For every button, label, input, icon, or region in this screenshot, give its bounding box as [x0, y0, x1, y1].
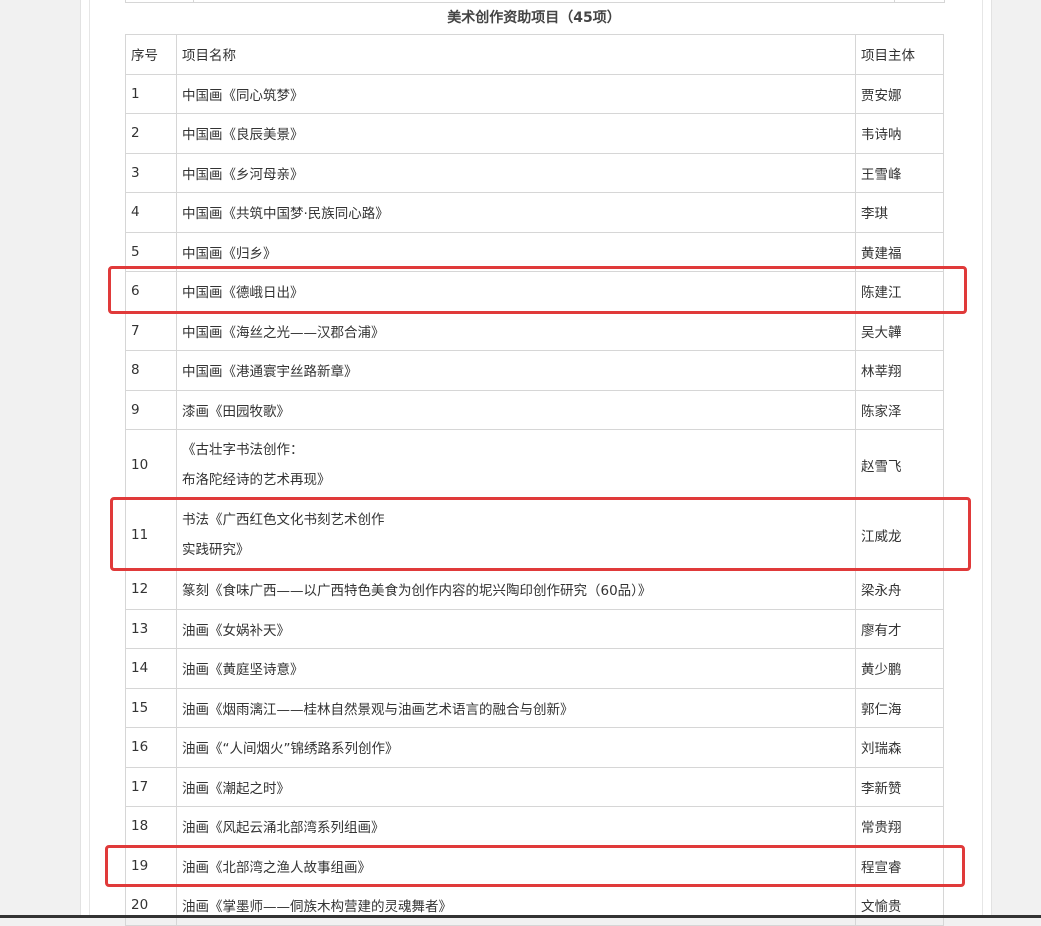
table-row: 7 中国画《海丝之光——汉郡合浦》 吴大韡 [125, 310, 944, 351]
table-row: 13 油画《女娲补天》 廖有才 [125, 608, 944, 649]
project-owner: 梁永舟 [855, 569, 944, 610]
row-number: 12 [125, 569, 177, 610]
row-number: 14 [125, 648, 177, 689]
row-number: 10 [125, 429, 177, 500]
project-name: 中国画《海丝之光——汉郡合浦》 [176, 310, 856, 351]
row-number: 7 [125, 310, 177, 351]
project-name-line: 布洛陀经诗的艺术再现》 [182, 471, 331, 488]
table-row: 9 漆画《田园牧歌》 陈家泽 [125, 389, 944, 430]
project-name: 油画《烟雨漓江——桂林自然景观与油画艺术语言的融合与创新》 [176, 687, 856, 728]
project-owner: 郭仁海 [855, 687, 944, 728]
table-row: 16 油画《“人间烟火”锦绣路系列创作》 刘瑞森 [125, 727, 944, 768]
project-name: 油画《“人间烟火”锦绣路系列创作》 [176, 727, 856, 768]
project-owner: 陈家泽 [855, 389, 944, 430]
project-owner: 吴大韡 [855, 310, 944, 351]
project-owner: 李新赞 [855, 766, 944, 807]
row-number: 18 [125, 806, 177, 847]
header-number: 序号 [125, 34, 177, 75]
section-title: 美术创作资助项目（45项） [447, 10, 621, 26]
row-number: 3 [125, 152, 177, 193]
highlight-box-row-19 [105, 845, 965, 887]
project-name: 油画《潮起之时》 [176, 766, 856, 807]
project-name: 油画《掌墨师——侗族木构营建的灵魂舞者》 [176, 885, 856, 926]
header-project-name: 项目名称 [176, 34, 856, 75]
project-name: 中国画《同心筑梦》 [176, 73, 856, 114]
table-header-row: 序号 项目名称 项目主体 [125, 34, 944, 75]
project-name: 中国画《归乡》 [176, 231, 856, 272]
table-row: 5 中国画《归乡》 黄建福 [125, 231, 944, 272]
project-name: 《古壮字书法创作： 布洛陀经诗的艺术再现》 [176, 429, 856, 500]
project-owner: 刘瑞森 [855, 727, 944, 768]
table-row: 15 油画《烟雨漓江——桂林自然景观与油画艺术语言的融合与创新》 郭仁海 [125, 687, 944, 728]
table-row: 1 中国画《同心筑梦》 贾安娜 [125, 73, 944, 114]
project-owner: 林莘翔 [855, 350, 944, 391]
row-number: 20 [125, 885, 177, 926]
project-name: 书法《广西红色文化书刻艺术创作 实践研究》 [176, 499, 856, 570]
table-row: 3 中国画《乡河母亲》 王雪峰 [125, 152, 944, 193]
project-name: 中国画《共筑中国梦·民族同心路》 [176, 192, 856, 233]
table-row: 20 油画《掌墨师——侗族木构营建的灵魂舞者》 文愉贵 [125, 885, 944, 926]
project-owner: 韦诗呐 [855, 113, 944, 154]
bottom-bar [0, 915, 1041, 918]
row-number: 9 [125, 389, 177, 430]
project-owner: 贾安娜 [855, 73, 944, 114]
project-owner: 赵雪飞 [855, 429, 944, 500]
highlight-box-row-6 [108, 266, 967, 314]
project-owner: 王雪峰 [855, 152, 944, 193]
project-owner: 文愉贵 [855, 885, 944, 926]
previous-table-edge [125, 0, 945, 3]
table-row: 14 油画《黄庭坚诗意》 黄少鹏 [125, 648, 944, 689]
table-row: 6 中国画《德峨日出》 陈建江 [125, 271, 944, 312]
row-number: 17 [125, 766, 177, 807]
table-row: 10 《古壮字书法创作： 布洛陀经诗的艺术再现》 赵雪飞 [125, 429, 944, 500]
row-number: 8 [125, 350, 177, 391]
row-number: 15 [125, 687, 177, 728]
project-name: 漆画《田园牧歌》 [176, 389, 856, 430]
row-number: 4 [125, 192, 177, 233]
projects-table: 序号 项目名称 项目主体 1 中国画《同心筑梦》 贾安娜 2 中国画《良辰美景》 韦诗呐 3… [125, 34, 944, 926]
project-name: 中国画《德峨日出》 [176, 271, 856, 312]
highlight-box-row-11 [110, 497, 971, 571]
header-owner: 项目主体 [855, 34, 944, 75]
project-name: 篆刻《食味广西——以广西特色美食为创作内容的坭兴陶印创作研究（60品）》 [176, 569, 856, 610]
project-name: 中国画《港通寰宇丝路新章》 [176, 350, 856, 391]
row-number: 13 [125, 608, 177, 649]
project-owner: 廖有才 [855, 608, 944, 649]
project-owner: 黄建福 [855, 231, 944, 272]
project-name: 油画《女娲补天》 [176, 608, 856, 649]
project-owner: 黄少鹏 [855, 648, 944, 689]
project-name-line: 实践研究》 [182, 541, 250, 558]
table-row: 17 油画《潮起之时》 李新赞 [125, 766, 944, 807]
content-frame [89, 0, 983, 918]
table-row: 2 中国画《良辰美景》 韦诗呐 [125, 113, 944, 154]
project-name: 中国画《乡河母亲》 [176, 152, 856, 193]
table-row: 8 中国画《港通寰宇丝路新章》 林莘翔 [125, 350, 944, 391]
project-owner: 常贵翔 [855, 806, 944, 847]
project-name-line: 《古壮字书法创作： [182, 441, 304, 458]
table-row: 4 中国画《共筑中国梦·民族同心路》 李琪 [125, 192, 944, 233]
project-name: 油画《黄庭坚诗意》 [176, 648, 856, 689]
table-row: 12 篆刻《食味广西——以广西特色美食为创作内容的坭兴陶印创作研究（60品）》 梁永… [125, 569, 944, 610]
table-row: 11 书法《广西红色文化书刻艺术创作 实践研究》 江威龙 [125, 499, 944, 570]
row-number: 16 [125, 727, 177, 768]
project-name: 油画《风起云涌北部湾系列组画》 [176, 806, 856, 847]
project-name-line: 书法《广西红色文化书刻艺术创作 [182, 511, 385, 528]
row-number: 11 [125, 499, 177, 570]
table-row: 18 油画《风起云涌北部湾系列组画》 常贵翔 [125, 806, 944, 847]
project-owner: 江威龙 [855, 499, 944, 570]
row-number: 1 [125, 73, 177, 114]
project-owner: 李琪 [855, 192, 944, 233]
project-name: 中国画《良辰美景》 [176, 113, 856, 154]
row-number: 19 [125, 845, 177, 886]
row-number: 2 [125, 113, 177, 154]
